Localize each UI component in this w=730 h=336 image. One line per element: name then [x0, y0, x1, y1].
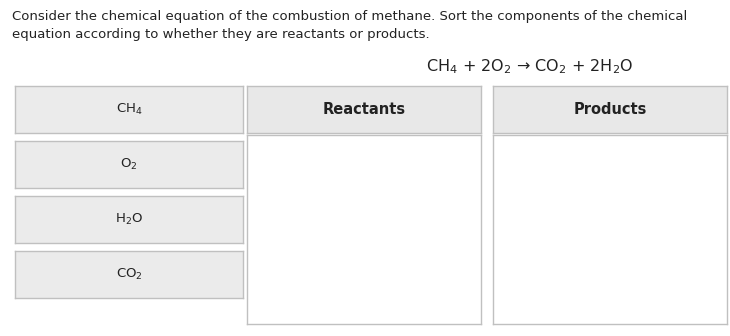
Text: Reactants: Reactants — [323, 102, 406, 117]
Text: H$_2$O: H$_2$O — [115, 212, 143, 227]
Text: CH$_4$ + 2O$_2$ → CO$_2$ + 2H$_2$O: CH$_4$ + 2O$_2$ → CO$_2$ + 2H$_2$O — [426, 57, 634, 76]
Text: Products: Products — [573, 102, 647, 117]
Text: CH$_4$: CH$_4$ — [115, 102, 142, 117]
Text: equation according to whether they are reactants or products.: equation according to whether they are r… — [12, 28, 430, 41]
Text: Consider the chemical equation of the combustion of methane. Sort the components: Consider the chemical equation of the co… — [12, 10, 687, 23]
Text: O$_2$: O$_2$ — [120, 157, 138, 172]
Text: CO$_2$: CO$_2$ — [115, 267, 142, 282]
